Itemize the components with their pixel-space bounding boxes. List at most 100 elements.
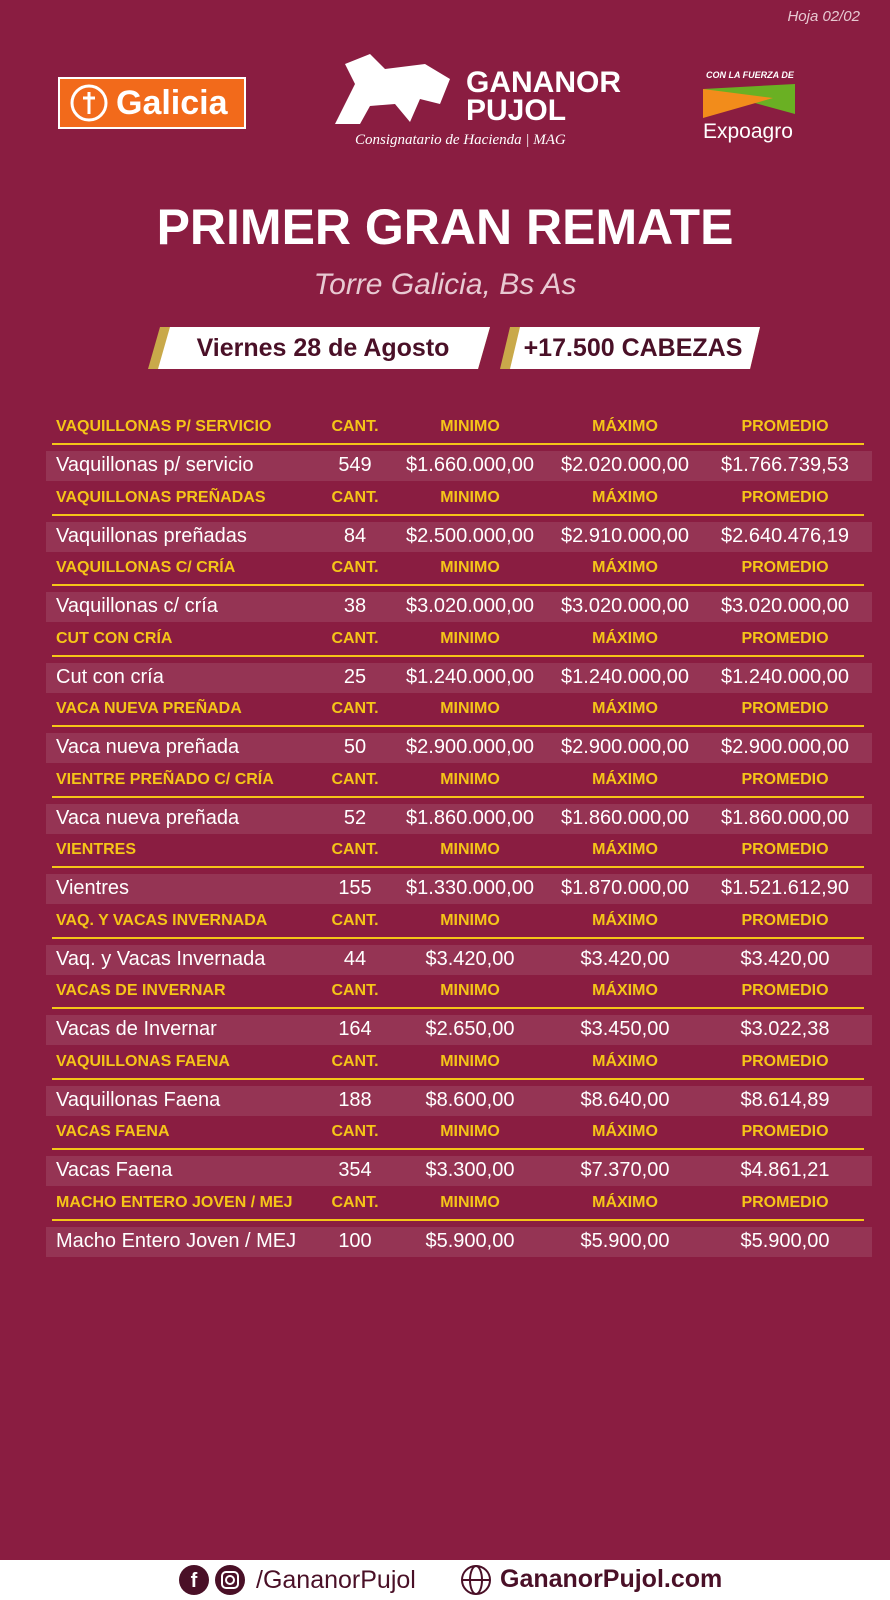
- social-icons: f: [179, 1565, 245, 1595]
- column-header: PROMEDIO: [741, 1193, 829, 1211]
- row-band: [46, 944, 872, 975]
- row-name: Vacas Faena: [56, 1159, 173, 1181]
- row-cell: 100: [338, 1229, 372, 1252]
- sheet: Hoja 02/02: [787, 8, 860, 25]
- bank-logo: Galicia: [58, 77, 246, 129]
- row-cell: 155: [338, 877, 372, 899]
- section-title: VIENTRE PREÑADO C/ CRÍA: [56, 770, 274, 788]
- column-header: CANT.: [331, 488, 379, 506]
- row-cell: $3.022,38: [740, 1018, 830, 1040]
- row-band: [46, 662, 872, 693]
- sponsor-tag: CON LA FUERZA DE: [706, 70, 794, 80]
- row-cell: $3.420,00: [740, 947, 830, 970]
- section-title: VAQUILLONAS C/ CRÍA: [56, 559, 236, 576]
- column-header: MINIMO: [440, 700, 500, 717]
- banner-shapes: [148, 327, 760, 369]
- section-rule: [52, 725, 864, 727]
- row-cell: $1.240.000,00: [561, 665, 689, 688]
- section-rule: [52, 1007, 864, 1009]
- column-header: MÁXIMO: [592, 418, 658, 435]
- row-band: [46, 1085, 872, 1116]
- row-cell: $1.660.000,00: [406, 454, 534, 476]
- sponsor-name: Expoagro: [703, 120, 793, 143]
- column-header: CANT.: [331, 982, 379, 999]
- section-title: VIENTRES: [56, 841, 137, 858]
- column-header: CANT.: [331, 700, 379, 717]
- section-rule: [52, 443, 864, 445]
- row-cell: 188: [338, 1088, 372, 1111]
- row-cell: $1.521.612,90: [721, 877, 849, 899]
- section-rule: [52, 513, 864, 516]
- row-cell: $3.420,00: [580, 947, 670, 970]
- row-cell: $2.500.000,00: [406, 524, 534, 547]
- brand-line2: PUJOL: [466, 94, 567, 127]
- row-cell: 164: [338, 1018, 372, 1040]
- subtitle: Torre Galicia, Bs As: [313, 268, 577, 301]
- row-cell: 25: [343, 665, 367, 688]
- row-name: Vacas de Invernar: [56, 1018, 217, 1040]
- bank-icon: [70, 84, 108, 122]
- row-band: [46, 1015, 872, 1045]
- column-header: PROMEDIO: [741, 911, 829, 929]
- section-title: VAQUILLONAS FAENA: [56, 1052, 230, 1070]
- column-header: CANT.: [331, 418, 379, 435]
- row-name: Vaquillonas p/ servicio: [56, 454, 254, 476]
- row-name: Cut con cría: [56, 665, 164, 688]
- section-title: VAQUILLONAS PREÑADAS: [56, 488, 266, 506]
- column-header: MÁXIMO: [592, 1052, 658, 1070]
- section-rule: [52, 1148, 864, 1150]
- row-name: Vaca nueva preñada: [56, 806, 240, 829]
- row-cell: $1.860.000,00: [561, 806, 689, 829]
- row-cell: $3.450,00: [580, 1018, 670, 1040]
- row-cell: 52: [343, 806, 367, 829]
- column-header: PROMEDIO: [741, 700, 829, 717]
- row-cell: $2.640.476,19: [721, 524, 849, 547]
- column-header: MINIMO: [440, 488, 500, 506]
- column-header: MINIMO: [440, 982, 500, 999]
- section-rule: [52, 1218, 864, 1221]
- row-cell: $3.420,00: [425, 947, 515, 970]
- column-header: PROMEDIO: [741, 841, 829, 858]
- row-band: [46, 803, 872, 834]
- section-title: VAQ. Y VACAS INVERNADA: [56, 911, 268, 929]
- row-cell: $2.900.000,00: [561, 736, 689, 758]
- row-cell: $1.240.000,00: [406, 665, 534, 688]
- row-band: [46, 1226, 872, 1257]
- column-header: MÁXIMO: [592, 1193, 658, 1211]
- column-header: MINIMO: [440, 1193, 500, 1211]
- section-title: VAQUILLONAS P/ SERVICIO: [56, 418, 272, 435]
- row-band: [46, 592, 872, 622]
- column-header: CANT.: [331, 559, 379, 576]
- column-header: CANT.: [331, 1123, 379, 1140]
- date: Viernes 28 de Agosto: [196, 334, 450, 362]
- web-icon: [461, 1565, 491, 1595]
- row-name: Vientres: [56, 877, 130, 899]
- column-header: PROMEDIO: [741, 982, 829, 999]
- row-name: Macho Entero Joven / MEJ: [56, 1229, 297, 1252]
- brand-tagline: Consignatario de Hacienda | MAG: [355, 132, 566, 148]
- column-header: MINIMO: [440, 1052, 500, 1070]
- column-header: CANT.: [331, 1052, 379, 1070]
- social-handle: /GananorPujol: [256, 1566, 416, 1594]
- sponsor-icon: [703, 84, 795, 118]
- row-band: [46, 1156, 872, 1186]
- row-name: Vaca nueva preñada: [56, 736, 240, 758]
- column-header: MINIMO: [440, 1123, 500, 1140]
- column-header: MÁXIMO: [592, 488, 658, 506]
- column-header: MÁXIMO: [592, 982, 658, 999]
- column-header: MINIMO: [440, 911, 500, 929]
- column-header: MÁXIMO: [592, 841, 658, 858]
- section-rule: [52, 936, 864, 939]
- section-title: VACAS DE INVERNAR: [56, 982, 226, 999]
- column-header: PROMEDIO: [741, 629, 829, 647]
- column-header: PROMEDIO: [741, 1052, 829, 1070]
- bank-name: Galicia: [116, 83, 228, 122]
- bull-icon: [335, 54, 450, 124]
- title: PRIMER GRAN REMATE: [156, 199, 734, 255]
- column-header: MÁXIMO: [592, 1123, 658, 1140]
- column-header: CANT.: [331, 1193, 379, 1211]
- section-title: CUT CON CRÍA: [56, 629, 173, 647]
- row-cell: $1.860.000,00: [721, 806, 849, 829]
- column-header: PROMEDIO: [741, 418, 829, 435]
